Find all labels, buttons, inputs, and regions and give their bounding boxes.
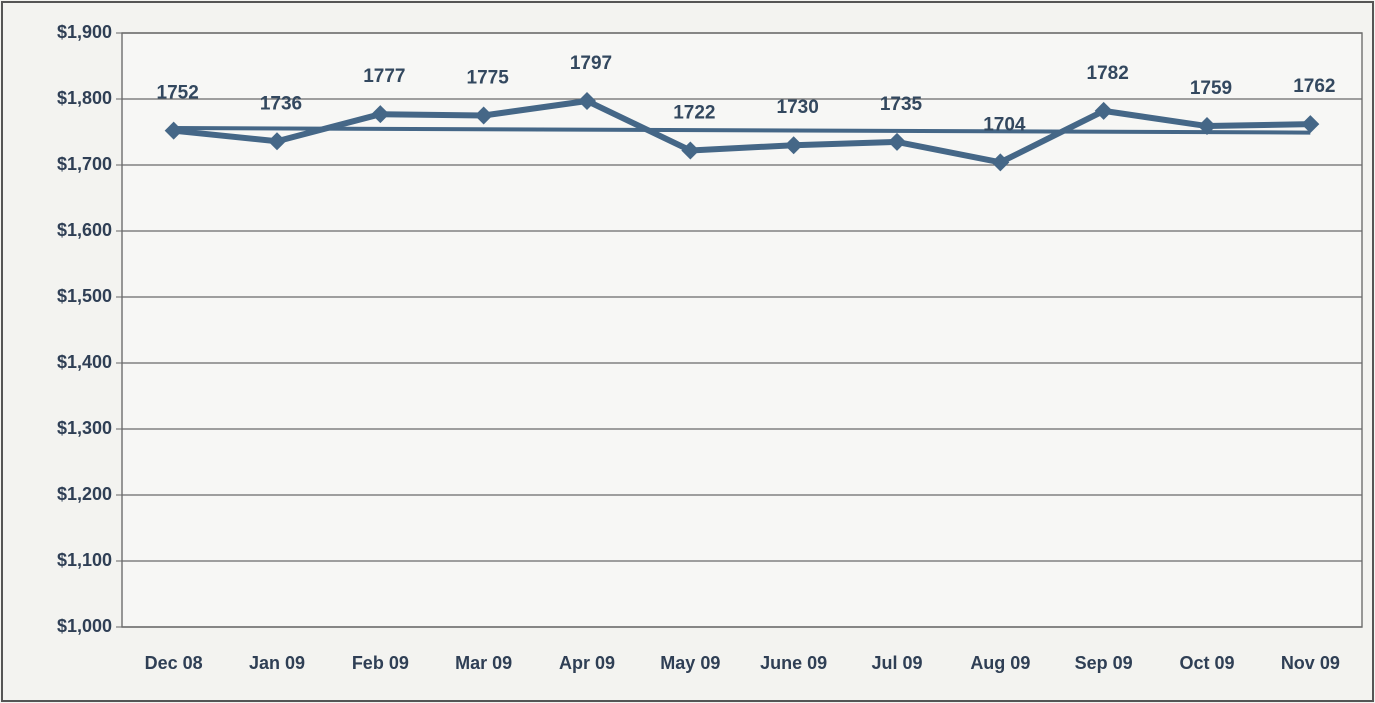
x-tick-label: June 09 bbox=[760, 653, 827, 673]
x-tick-label: Mar 09 bbox=[455, 653, 512, 673]
x-tick-label: Apr 09 bbox=[559, 653, 615, 673]
y-tick-label: $1,300 bbox=[57, 418, 112, 438]
y-tick-label: $1,400 bbox=[57, 352, 112, 372]
x-tick-label: Aug 09 bbox=[970, 653, 1030, 673]
x-tick-label: Nov 09 bbox=[1281, 653, 1340, 673]
data-label: 1762 bbox=[1293, 76, 1335, 97]
data-point bbox=[888, 132, 906, 151]
y-tick-label: $1,600 bbox=[57, 220, 112, 240]
y-tick-label: $1,100 bbox=[57, 550, 112, 570]
data-label: 1736 bbox=[260, 93, 302, 114]
data-point bbox=[474, 106, 493, 125]
y-tick-label: $1,700 bbox=[57, 154, 112, 174]
x-tick-label: Jul 09 bbox=[871, 653, 922, 673]
x-tick-label: Feb 09 bbox=[352, 653, 409, 673]
data-label: 1759 bbox=[1190, 78, 1232, 99]
x-tick-label: Oct 09 bbox=[1179, 653, 1234, 673]
data-label: 1782 bbox=[1087, 63, 1129, 84]
data-point bbox=[681, 141, 700, 160]
y-tick-label: $1,000 bbox=[57, 616, 112, 636]
trendline bbox=[173, 125, 1311, 135]
x-tick-label: Sep 09 bbox=[1075, 653, 1133, 673]
data-point bbox=[268, 132, 286, 151]
y-tick-label: $1,200 bbox=[57, 484, 112, 504]
data-line bbox=[173, 97, 1311, 166]
x-tick-label: May 09 bbox=[660, 653, 720, 673]
data-label: 1730 bbox=[777, 97, 819, 118]
data-point bbox=[1198, 117, 1216, 136]
y-tick-label: $1,800 bbox=[57, 88, 112, 108]
data-label: 1735 bbox=[880, 94, 923, 115]
data-label: 1797 bbox=[570, 53, 612, 74]
data-label: 1704 bbox=[983, 114, 1026, 135]
data-point bbox=[371, 105, 390, 124]
data-point bbox=[1301, 115, 1320, 134]
x-tick-label: Jan 09 bbox=[249, 653, 305, 673]
data-point bbox=[164, 121, 183, 140]
y-tick-label: $1,500 bbox=[57, 286, 112, 306]
data-point bbox=[784, 136, 803, 155]
data-point bbox=[1094, 101, 1113, 120]
x-tick-label: Dec 08 bbox=[145, 653, 203, 673]
data-point bbox=[578, 91, 596, 110]
data-label: 1777 bbox=[363, 66, 405, 87]
data-label: 1775 bbox=[467, 68, 510, 89]
data-label: 1752 bbox=[157, 83, 199, 104]
data-point bbox=[991, 153, 1010, 172]
y-tick-label: $1,900 bbox=[57, 22, 112, 42]
data-label: 1722 bbox=[673, 102, 715, 123]
